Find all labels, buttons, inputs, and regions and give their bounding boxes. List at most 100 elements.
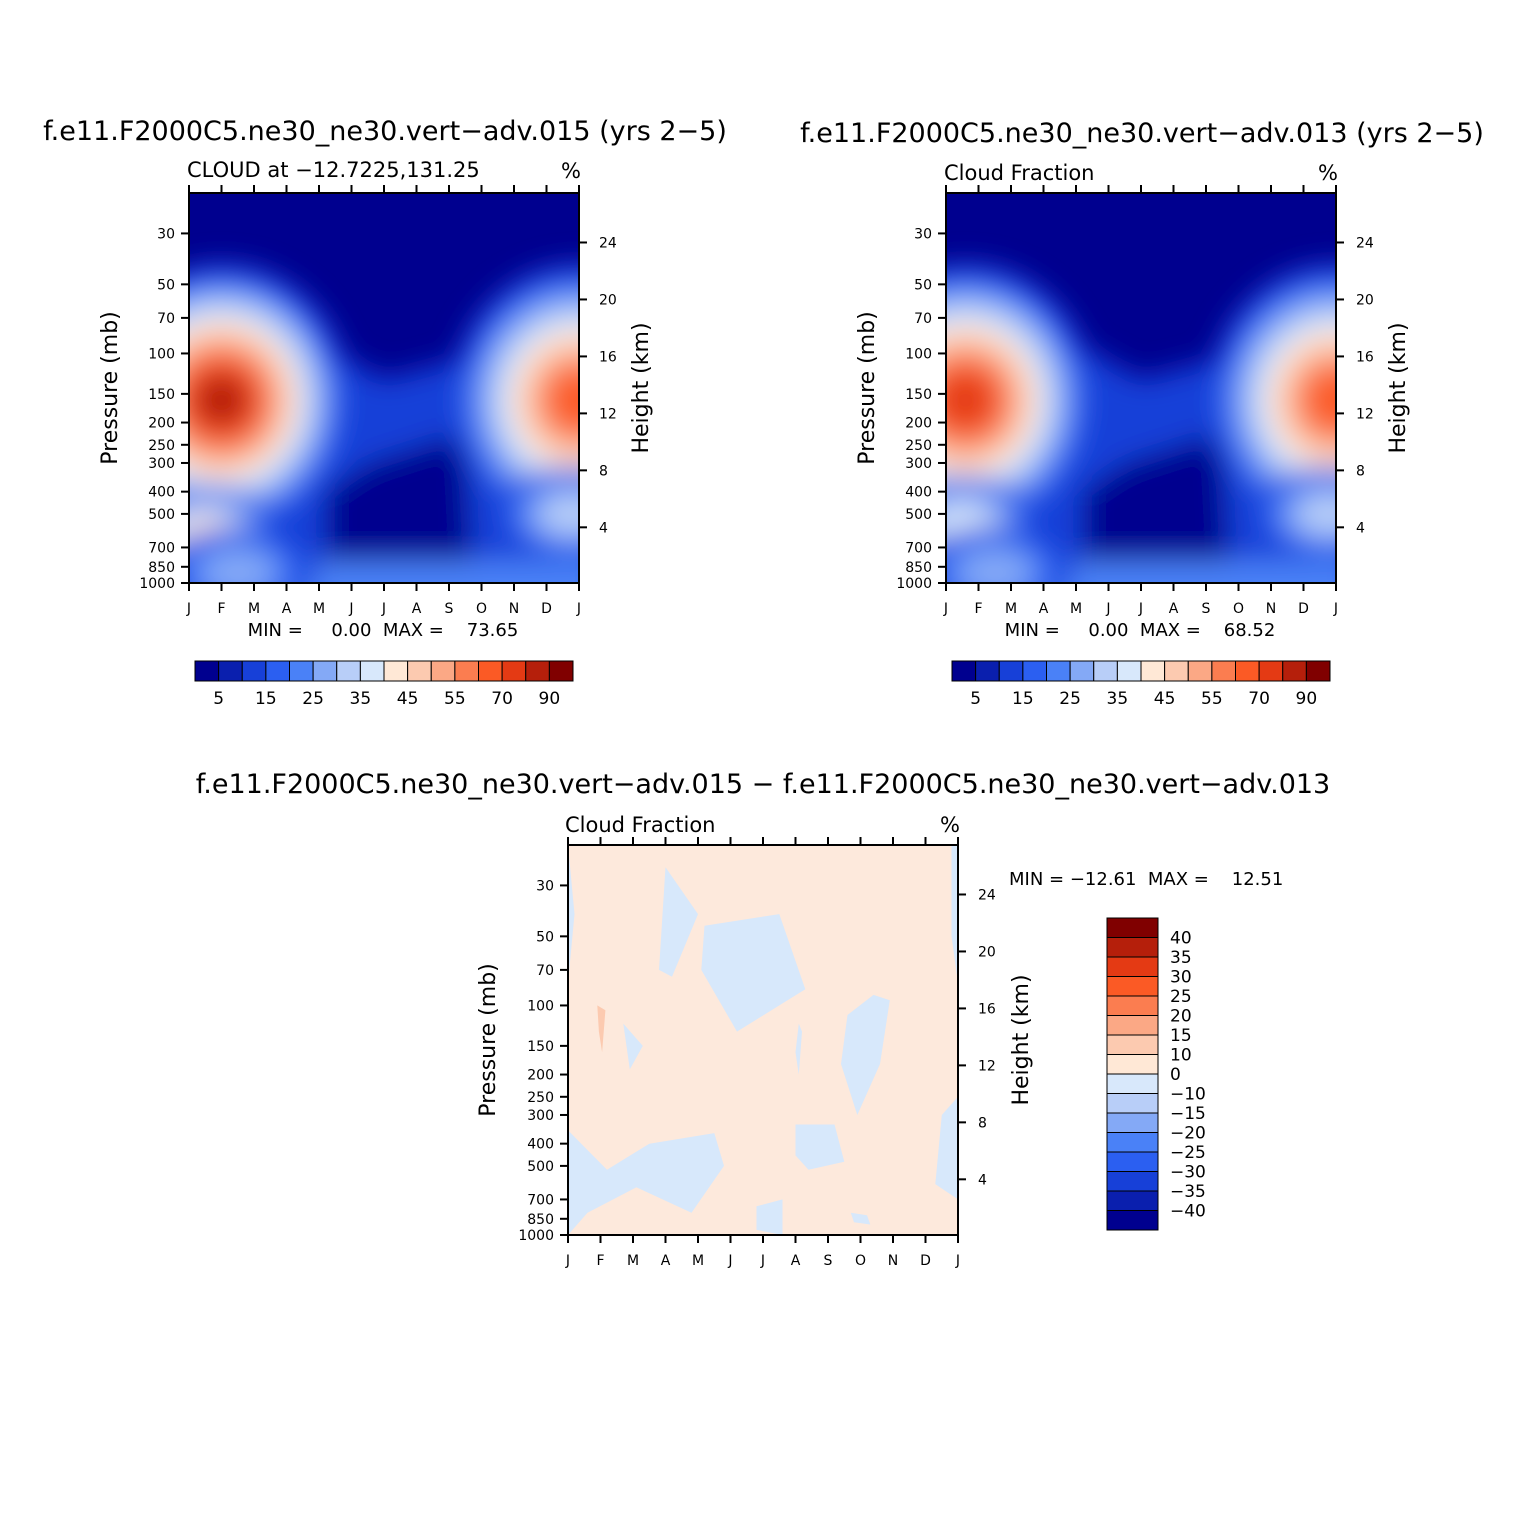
panel-3-ylabel-right: Height (km) [1009,974,1034,1105]
panel-2-ylabel: Pressure (mb) [855,311,880,465]
x-tick-label: D [1298,601,1309,617]
x-tick-label: F [596,1253,604,1269]
panel-2: f.e11.F2000C5.ne30_ne30.vert−adv.013 (yr… [800,118,1484,709]
panel-3: f.e11.F2000C5.ne30_ne30.vert−adv.015 − f… [196,769,1331,1269]
colorbar-label: 10 [1170,1046,1192,1066]
blob-0-level-14 [196,375,247,425]
y-tick-label: 300 [148,456,175,472]
colorbar-box [1106,1190,1159,1211]
colorbar-label: 35 [1170,948,1192,968]
colorbar-label: 40 [1170,929,1192,949]
y-tick-right-label: 24 [599,235,617,251]
y-tick-label: 400 [148,485,175,501]
negative-patch-3 [795,1023,802,1075]
blob-0-level-13 [946,374,992,427]
panel-3-title: f.e11.F2000C5.ne30_ne30.vert−adv.015 − f… [196,769,1331,800]
colorbar-box [478,660,503,682]
panel-3-ylabel: Pressure (mb) [476,963,501,1117]
blob-4-level-5 [958,550,1031,583]
colorbar-box [951,660,977,682]
colorbar-label: 20 [1170,1007,1192,1027]
y-tick-label: 30 [157,226,175,242]
colorbar-box [1106,1034,1159,1055]
y-tick-right-label: 8 [978,1115,987,1131]
x-tick-label: A [791,1253,801,1269]
x-tick-label: D [920,1253,931,1269]
y-tick-label: 1000 [139,576,175,592]
colorbar-box [1106,976,1159,997]
x-tick-label: S [1202,601,1211,617]
blob-1-level-12 [551,372,579,428]
y-tick-right-label: 8 [1356,463,1365,479]
y-tick-label: 700 [905,540,932,556]
negative-patch-10 [568,845,575,984]
colorbar-box [336,660,361,682]
panel-2-ylabel-right: Height (km) [1386,322,1411,453]
colorbar-box [1140,660,1166,682]
panel-1-ylabel-right: Height (km) [629,322,654,453]
y-tick-label: 100 [905,346,932,362]
x-tick-label: J [955,1253,960,1269]
y-tick-right-label: 24 [1356,235,1374,251]
x-tick-label: M [627,1253,639,1269]
y-tick-label: 250 [148,438,175,454]
colorbar-box [383,660,409,682]
colorbar-box [1282,660,1307,682]
y-tick-label: 500 [527,1159,554,1175]
colorbar-box [1106,1015,1159,1036]
colorbar-box [998,660,1024,682]
y-tick-label: 200 [148,416,175,432]
panel-1-plot: J F M A M J J A S O N D J 30 50 70 100 150 200 250 300 400 500… [139,185,617,617]
colorbar-box [1106,1073,1159,1094]
x-tick-label: J [381,601,386,617]
panel-1-subtitle: CLOUD at −12.7225,131.25 [187,158,480,182]
x-tick-label: O [476,601,487,617]
x-tick-label: N [1266,601,1276,617]
y-tick-label: 300 [527,1108,554,1124]
colorbar-label: 70 [1248,689,1270,709]
colorbar-label: −10 [1170,1085,1206,1105]
x-tick-label: A [1169,601,1179,617]
y-tick-right-label: 20 [599,292,617,308]
colorbar-box [454,660,479,682]
colorbar-label: 35 [1107,689,1129,709]
colorbar-box [1069,660,1095,682]
y-tick-right-label: 4 [1356,520,1365,536]
colorbar-box [407,660,432,682]
panel-1-colorbar: 5 15 25 35 45 55 70 90 [194,660,574,709]
y-tick-label: 1000 [518,1228,554,1244]
x-tick-label: M [313,601,325,617]
y-tick-label: 400 [527,1137,554,1153]
colorbar-box [359,660,385,682]
panel-2-plot: J F M A M J J A S O N D J 30 50 70 100 150 200 250 300 400 500… [896,185,1374,617]
y-tick-label: 200 [527,1068,554,1084]
y-tick-label: 30 [914,226,932,242]
colorbar-box [312,660,338,682]
colorbar-box [1022,660,1047,682]
colorbar-box [1106,1132,1159,1153]
colorbar-label: 45 [1154,689,1176,709]
colorbar-label: −20 [1170,1124,1206,1144]
colorbar-box [1258,660,1284,682]
x-tick-label: J [760,1253,765,1269]
x-tick-label: N [888,1253,898,1269]
x-tick-label: N [509,601,519,617]
x-tick-label: A [282,601,292,617]
y-tick-label: 700 [527,1192,554,1208]
x-tick-label: M [1005,601,1017,617]
x-tick-label: J [1105,601,1110,617]
colorbar-label: 35 [350,689,372,709]
colorbar-label: 30 [1170,968,1192,988]
negative-patch-7 [756,1199,783,1235]
colorbar-label: −30 [1170,1163,1206,1183]
y-tick-label: 1000 [896,576,932,592]
colorbar-label: −25 [1170,1143,1206,1163]
colorbar-label: 25 [1170,987,1192,1007]
y-tick-label: 70 [914,311,932,327]
colorbar-box [1305,660,1331,682]
colorbar-label: 25 [302,689,324,709]
panel-1-title: f.e11.F2000C5.ne30_ne30.vert−adv.015 (yr… [43,116,727,147]
panel-1: f.e11.F2000C5.ne30_ne30.vert−adv.015 (yr… [43,116,727,709]
colorbar-box [1106,1112,1159,1133]
y-tick-label: 70 [157,311,175,327]
